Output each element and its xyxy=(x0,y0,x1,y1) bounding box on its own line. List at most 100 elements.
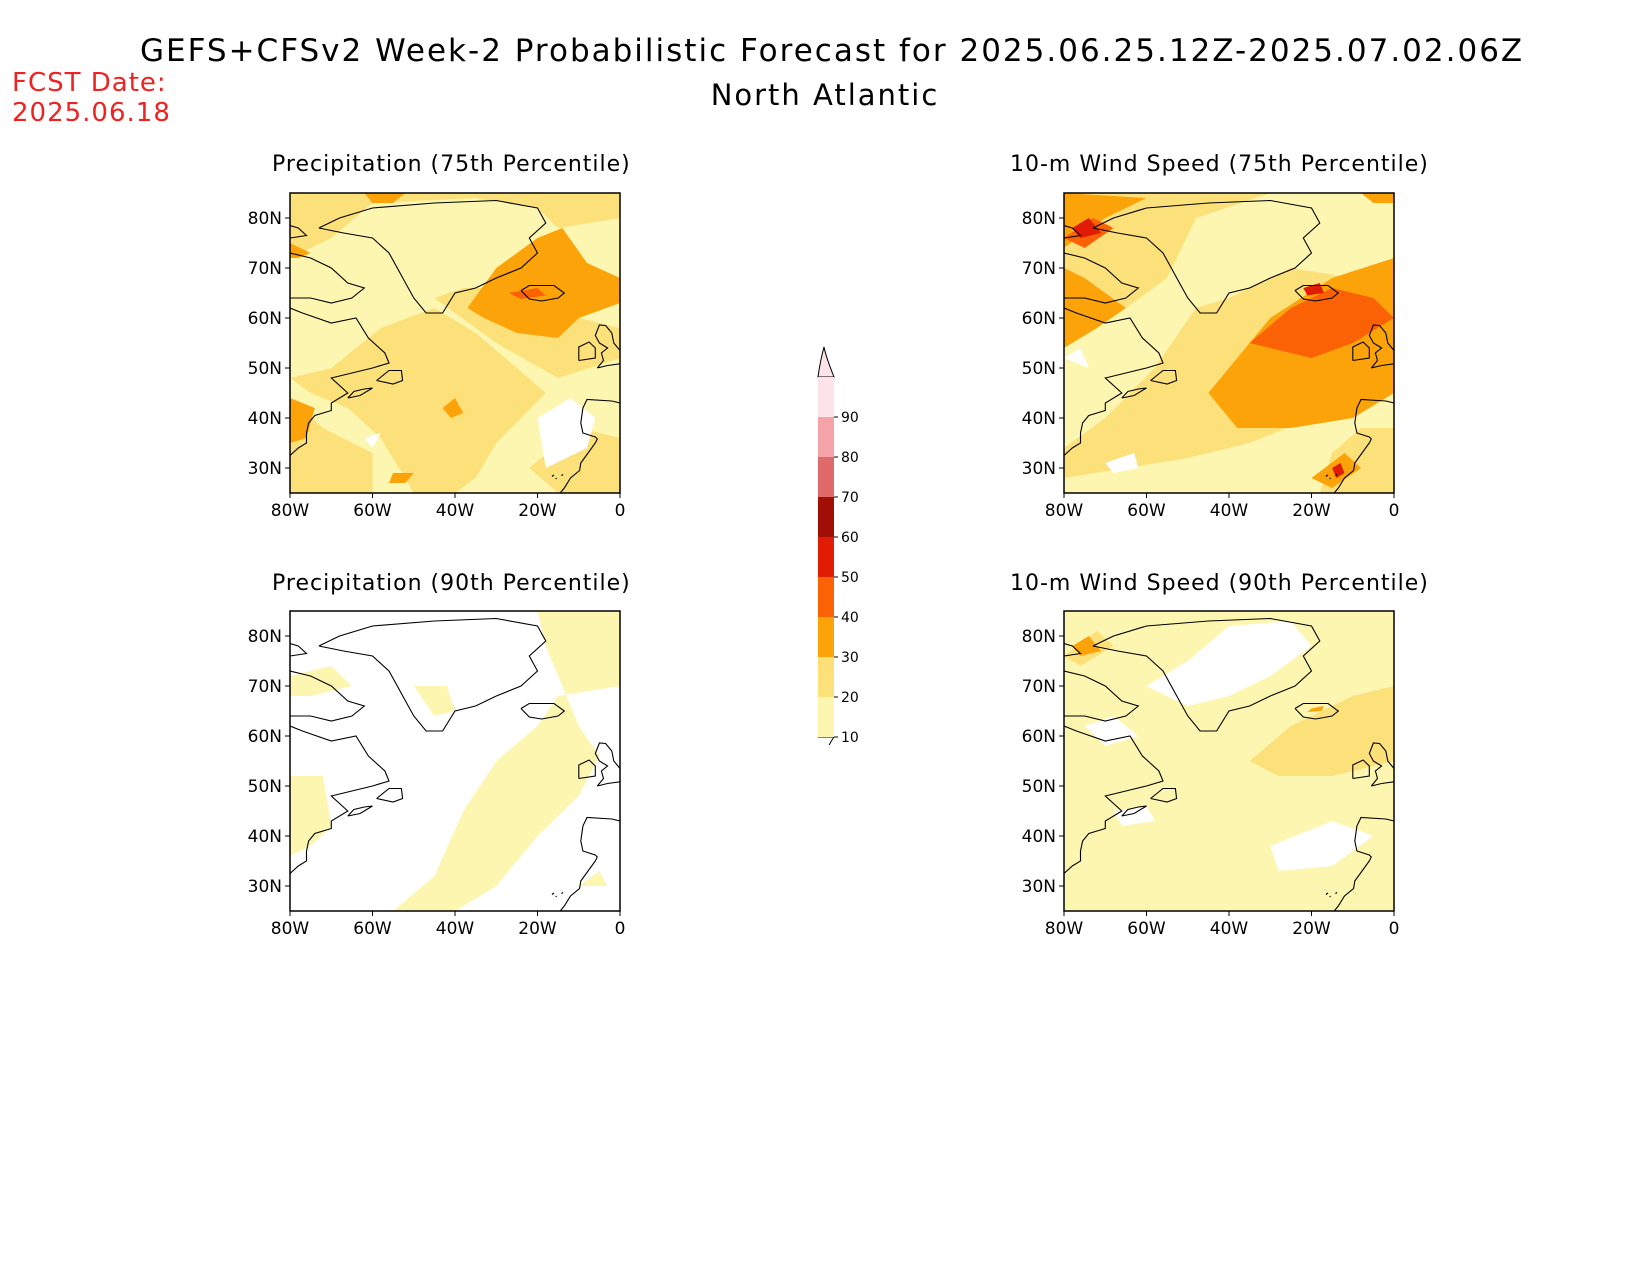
probability-shade-region xyxy=(1064,193,1147,248)
colorbar-swatch xyxy=(818,497,834,537)
latitude-tick-label: 80N xyxy=(1022,209,1056,229)
colorbar-swatch xyxy=(818,657,834,697)
coastline xyxy=(559,398,620,493)
panel-title-wind75: 10-m Wind Speed (75th Percentile) xyxy=(1010,152,1429,177)
coastline xyxy=(1333,816,1394,911)
map-panel-precip75: 80N 70N 60N 50N 40N 30N 80W 60W 40W 20W 0 xyxy=(248,192,625,521)
colorbar-legend: 10 20 30 40 50 60 70 80 90 xyxy=(817,346,859,745)
probability-shade-region xyxy=(1249,288,1394,358)
unshaded-region xyxy=(537,398,596,468)
longitude-tick-label: 80W xyxy=(1045,501,1084,521)
latitude-tick-label: 60N xyxy=(1022,309,1056,329)
latitude-tick-label: 80N xyxy=(248,627,282,647)
coastline xyxy=(551,892,555,895)
shading-layer xyxy=(1064,193,1394,493)
colorbar-level-label: 40 xyxy=(841,610,859,626)
coastline xyxy=(1352,759,1370,780)
longitude-tick-label: 60W xyxy=(353,919,392,939)
longitude-tick-label: 40W xyxy=(1210,501,1249,521)
coastline xyxy=(318,617,547,732)
coastline xyxy=(1121,387,1147,399)
coastline xyxy=(1329,477,1331,480)
latitude-tick-label: 40N xyxy=(248,827,282,847)
latitude-tick-label: 40N xyxy=(1022,409,1056,429)
coastline xyxy=(594,324,620,369)
colorbar-level-label: 20 xyxy=(841,690,859,706)
probability-shade-region xyxy=(1307,706,1324,712)
probability-shade-region xyxy=(529,428,620,493)
latitude-tick-label: 30N xyxy=(248,877,282,897)
map-panel-wind90: 80N 70N 60N 50N 40N 30N 80W 60W 40W 20W 0 xyxy=(1022,610,1399,939)
coastline xyxy=(1064,224,1082,239)
probability-shade-region xyxy=(467,228,620,338)
colorbar-level-label: 50 xyxy=(841,570,859,586)
panel-title-precip90: Precipitation (90th Percentile) xyxy=(272,571,631,596)
colorbar-level-label: 80 xyxy=(841,450,859,466)
probability-shade-region xyxy=(413,686,455,716)
longitude-tick-label: 60W xyxy=(1127,501,1166,521)
longitude-tick-label: 40W xyxy=(436,501,475,521)
probability-shade-region xyxy=(1303,283,1324,296)
latitude-tick-label: 80N xyxy=(1022,627,1056,647)
coastline xyxy=(578,341,596,362)
shading-layer xyxy=(290,611,620,911)
latitude-tick-label: 60N xyxy=(248,309,282,329)
longitude-tick-label: 20W xyxy=(518,919,557,939)
latitude-tick-label: 70N xyxy=(1022,677,1056,697)
longitude-tick-label: 20W xyxy=(1292,501,1331,521)
coastline xyxy=(1325,474,1329,477)
coastline xyxy=(559,816,620,911)
latitude-tick-label: 50N xyxy=(1022,777,1056,797)
longitude-tick-label: 20W xyxy=(518,501,557,521)
colorbar-bottom-cap xyxy=(818,736,835,745)
latitude-tick-label: 70N xyxy=(248,259,282,279)
map-panel-precip90: 80N 70N 60N 50N 40N 30N 80W 60W 40W 20W 0 xyxy=(248,610,626,939)
coastline xyxy=(555,895,557,898)
longitude-tick-label: 60W xyxy=(353,501,392,521)
probability-shade-region xyxy=(389,473,414,483)
coastline xyxy=(578,759,596,780)
latitude-tick-label: 30N xyxy=(1022,459,1056,479)
shading-layer xyxy=(1064,611,1394,911)
coastline xyxy=(520,702,566,720)
coastline xyxy=(1092,199,1321,314)
probability-shade-region xyxy=(508,288,546,299)
coastline xyxy=(290,725,390,874)
colorbar-level-label: 10 xyxy=(841,730,859,745)
coastline xyxy=(1294,284,1340,302)
coastline xyxy=(290,252,366,304)
coastline xyxy=(347,387,373,399)
coastline xyxy=(290,307,390,456)
coastline xyxy=(1329,895,1331,898)
coastline xyxy=(551,474,555,477)
colorbar-swatch xyxy=(818,457,834,497)
region-subtitle: North Atlantic xyxy=(710,78,940,112)
coastline xyxy=(555,477,557,480)
colorbar-level-label: 90 xyxy=(841,410,859,426)
latitude-tick-label: 70N xyxy=(1022,259,1056,279)
probability-shade-region xyxy=(393,611,620,911)
latitude-tick-label: 50N xyxy=(1022,359,1056,379)
colorbar-level-label: 30 xyxy=(841,650,859,666)
longitude-tick-label: 0 xyxy=(615,919,626,939)
coastline xyxy=(1294,702,1340,720)
coastline xyxy=(290,642,308,657)
probability-shade-region xyxy=(1064,193,1271,308)
probability-shade-region xyxy=(1332,463,1345,478)
probability-shade-region xyxy=(1064,268,1126,348)
coastline xyxy=(1335,892,1338,894)
probability-shade-region xyxy=(578,871,608,886)
unshaded-region xyxy=(1064,348,1089,368)
probability-shade-region xyxy=(1072,218,1102,238)
latitude-tick-label: 50N xyxy=(248,359,282,379)
coastline xyxy=(1325,892,1329,895)
longitude-tick-label: 20W xyxy=(1292,919,1331,939)
coastline xyxy=(1368,324,1394,369)
probability-shade-region xyxy=(364,193,406,203)
latitude-tick-label: 80N xyxy=(248,209,282,229)
colorbar-swatch xyxy=(818,537,834,577)
forecast-date-value: 2025.06.18 xyxy=(12,98,171,128)
probability-shade-region xyxy=(290,193,620,258)
latitude-tick-label: 60N xyxy=(248,727,282,747)
colorbar-top-cap xyxy=(817,346,835,378)
